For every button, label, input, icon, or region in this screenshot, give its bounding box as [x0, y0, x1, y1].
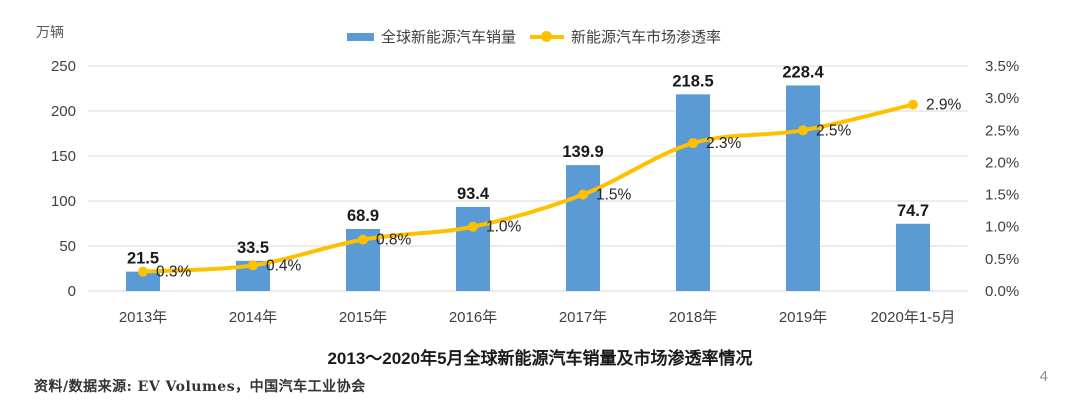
source-note: 资料/数据来源: EV Volumes，中国汽车工业协会	[34, 379, 366, 395]
left-axis-tick-label: 50	[59, 238, 76, 255]
bar-value-label: 68.9	[347, 207, 379, 225]
bar-value-label: 33.5	[237, 239, 269, 257]
right-axis-tick-label: 0.0%	[985, 283, 1019, 300]
bar-series-swatch-icon	[347, 32, 374, 41]
line-point-marker	[578, 189, 588, 200]
line-series-swatch-icon	[530, 31, 565, 42]
line-point-marker	[138, 266, 148, 277]
bar-value-label: 21.5	[127, 250, 159, 268]
line-marker-dot-icon	[541, 31, 553, 42]
line-point-label: 2.9%	[926, 97, 962, 114]
bar	[126, 271, 160, 291]
left-axis-tick-label: 100	[51, 193, 76, 210]
right-axis-tick-label: 2.0%	[985, 154, 1019, 171]
line-point-marker	[688, 138, 698, 149]
x-axis-category-label: 2018年	[669, 309, 717, 326]
left-axis-tick-label: 150	[51, 148, 76, 165]
legend-label-penetration: 新能源汽车市场渗透率	[571, 29, 722, 46]
bar-value-label: 218.5	[672, 72, 713, 90]
x-axis-category-label: 2016年	[449, 309, 497, 326]
bar-value-label: 74.7	[897, 202, 929, 220]
left-axis-unit-label: 万辆	[36, 24, 64, 40]
line-point-marker	[358, 234, 368, 245]
line-point-label: 1.0%	[486, 219, 522, 236]
legend-item-sales: 全球新能源汽车销量	[347, 26, 516, 47]
bar	[896, 223, 930, 291]
bar	[786, 85, 820, 291]
right-axis-tick-label: 0.5%	[985, 251, 1019, 268]
x-axis-category-label: 2013年	[119, 309, 167, 326]
bar	[566, 165, 600, 291]
x-axis-category-label: 2014年	[229, 309, 277, 326]
page-number: 4	[1039, 368, 1048, 385]
legend-item-penetration: 新能源汽车市场渗透率	[530, 26, 721, 47]
left-axis-tick-label: 200	[51, 103, 76, 120]
right-axis-tick-label: 3.5%	[985, 58, 1019, 75]
line-point-marker	[248, 260, 258, 271]
legend-label-sales: 全球新能源汽车销量	[381, 29, 517, 46]
line-point-label: 1.5%	[596, 187, 632, 204]
x-axis-category-label: 2017年	[559, 309, 607, 326]
line-point-label: 2.5%	[816, 122, 852, 139]
chart-legend: 全球新能源汽车销量 新能源汽车市场渗透率	[347, 26, 721, 47]
right-axis-tick-label: 1.5%	[985, 187, 1019, 204]
right-axis-tick-label: 1.0%	[985, 219, 1019, 236]
x-axis-category-label: 2020年1-5月	[870, 309, 955, 326]
line-point-marker	[908, 99, 918, 110]
bar-value-label: 228.4	[782, 63, 824, 81]
line-point-label: 0.4%	[266, 257, 302, 274]
line-point-label: 0.3%	[156, 264, 192, 281]
x-axis-category-label: 2015年	[339, 309, 387, 326]
right-axis-tick-label: 2.5%	[985, 122, 1019, 139]
x-axis-category-label: 2019年	[779, 309, 827, 326]
combo-chart: 0 50 100 150 200 250 0.0% 0.5% 1.0% 1.5% 2.0% 2.5% 3…	[51, 58, 1019, 326]
chart-title: 2013～2020年5月全球新能源汽车销量及市场渗透率情况	[327, 349, 753, 368]
bar-value-label: 139.9	[562, 143, 603, 161]
line-point-marker	[468, 221, 478, 232]
line-point-label: 0.8%	[376, 232, 412, 249]
line-point-marker	[798, 125, 808, 136]
bar	[456, 206, 490, 291]
bar	[676, 94, 710, 291]
line-point-label: 2.3%	[706, 135, 742, 152]
penetration-line	[141, 102, 915, 274]
right-axis-tick-label: 3.0%	[985, 90, 1019, 107]
left-axis-tick-label: 250	[51, 58, 76, 75]
left-axis-tick-label: 0	[68, 283, 76, 300]
bar-value-label: 93.4	[457, 185, 490, 203]
